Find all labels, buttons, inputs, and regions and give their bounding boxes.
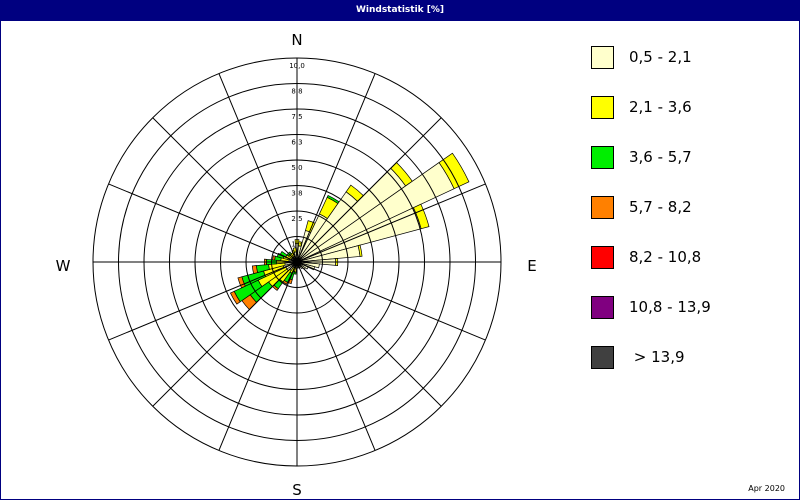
legend-label: 3,6 - 5,7	[629, 148, 692, 166]
grid-spoke	[108, 183, 298, 263]
grid-spoke	[296, 261, 376, 451]
grid-spoke	[218, 73, 298, 263]
date-label: Apr 2020	[748, 484, 785, 493]
legend-label: 8,2 - 10,8	[629, 248, 702, 266]
legend-swatch	[591, 96, 614, 119]
legend-swatch	[591, 146, 614, 169]
legend-item: 5,7 - 8,2	[591, 196, 781, 226]
grid-spoke	[108, 261, 298, 341]
legend-item: > 13,9	[591, 346, 781, 376]
ring-label: 10,0	[289, 62, 305, 70]
legend-swatch	[591, 196, 614, 219]
grid-spoke	[296, 183, 486, 263]
legend-label: 5,7 - 8,2	[629, 198, 692, 216]
ring-label: 1,3	[291, 241, 302, 249]
legend-item: 10,8 - 13,9	[591, 296, 781, 326]
ring-label: 7,5	[291, 113, 302, 121]
wind-sector	[272, 255, 276, 261]
grid-spoke	[218, 261, 298, 451]
grid-spoke	[296, 73, 376, 263]
legend-item: 8,2 - 10,8	[591, 246, 781, 276]
grid-spoke	[296, 261, 442, 407]
legend-swatch	[591, 46, 614, 69]
grid-spoke	[152, 261, 298, 407]
ring-label: 6,3	[291, 139, 302, 147]
direction-w: W	[56, 257, 71, 275]
legend-swatch	[591, 296, 614, 319]
grid-spoke	[296, 261, 486, 341]
wind-sector	[357, 244, 363, 257]
legend-label: 10,8 - 13,9	[629, 298, 711, 316]
ring-label: 8,8	[291, 88, 302, 96]
direction-s: S	[292, 481, 302, 499]
wind-sector	[237, 276, 246, 289]
wind-sector	[438, 152, 470, 190]
legend-swatch	[591, 246, 614, 269]
legend-item: 0,5 - 2,1	[591, 46, 781, 76]
ring-label: 2,5	[291, 215, 302, 223]
legend-label: > 13,9	[629, 348, 685, 366]
wind-sector	[279, 250, 288, 258]
legend-item: 2,1 - 3,6	[591, 96, 781, 126]
ring-label: 3,8	[291, 190, 302, 198]
polar-grid	[92, 57, 502, 467]
grid-spoke	[296, 117, 442, 263]
wind-sector	[251, 265, 259, 275]
wind-sector	[292, 247, 297, 253]
direction-e: E	[527, 257, 536, 275]
wind-sector	[229, 290, 241, 305]
legend-label: 0,5 - 2,1	[629, 48, 692, 66]
legend-item: 3,6 - 5,7	[591, 146, 781, 176]
chart-title: Windstatistik [%]	[1, 1, 799, 21]
ring-labels: 1,3 2,5 3,8 5,0 6,3 7,5 8,8 10,0	[289, 62, 305, 249]
direction-n: N	[291, 31, 302, 49]
legend-label: 2,1 - 3,6	[629, 98, 692, 116]
wind-sector	[413, 203, 430, 230]
ring-label: 5,0	[291, 164, 302, 172]
legend-swatch	[591, 346, 614, 369]
grid-spoke	[152, 117, 298, 263]
